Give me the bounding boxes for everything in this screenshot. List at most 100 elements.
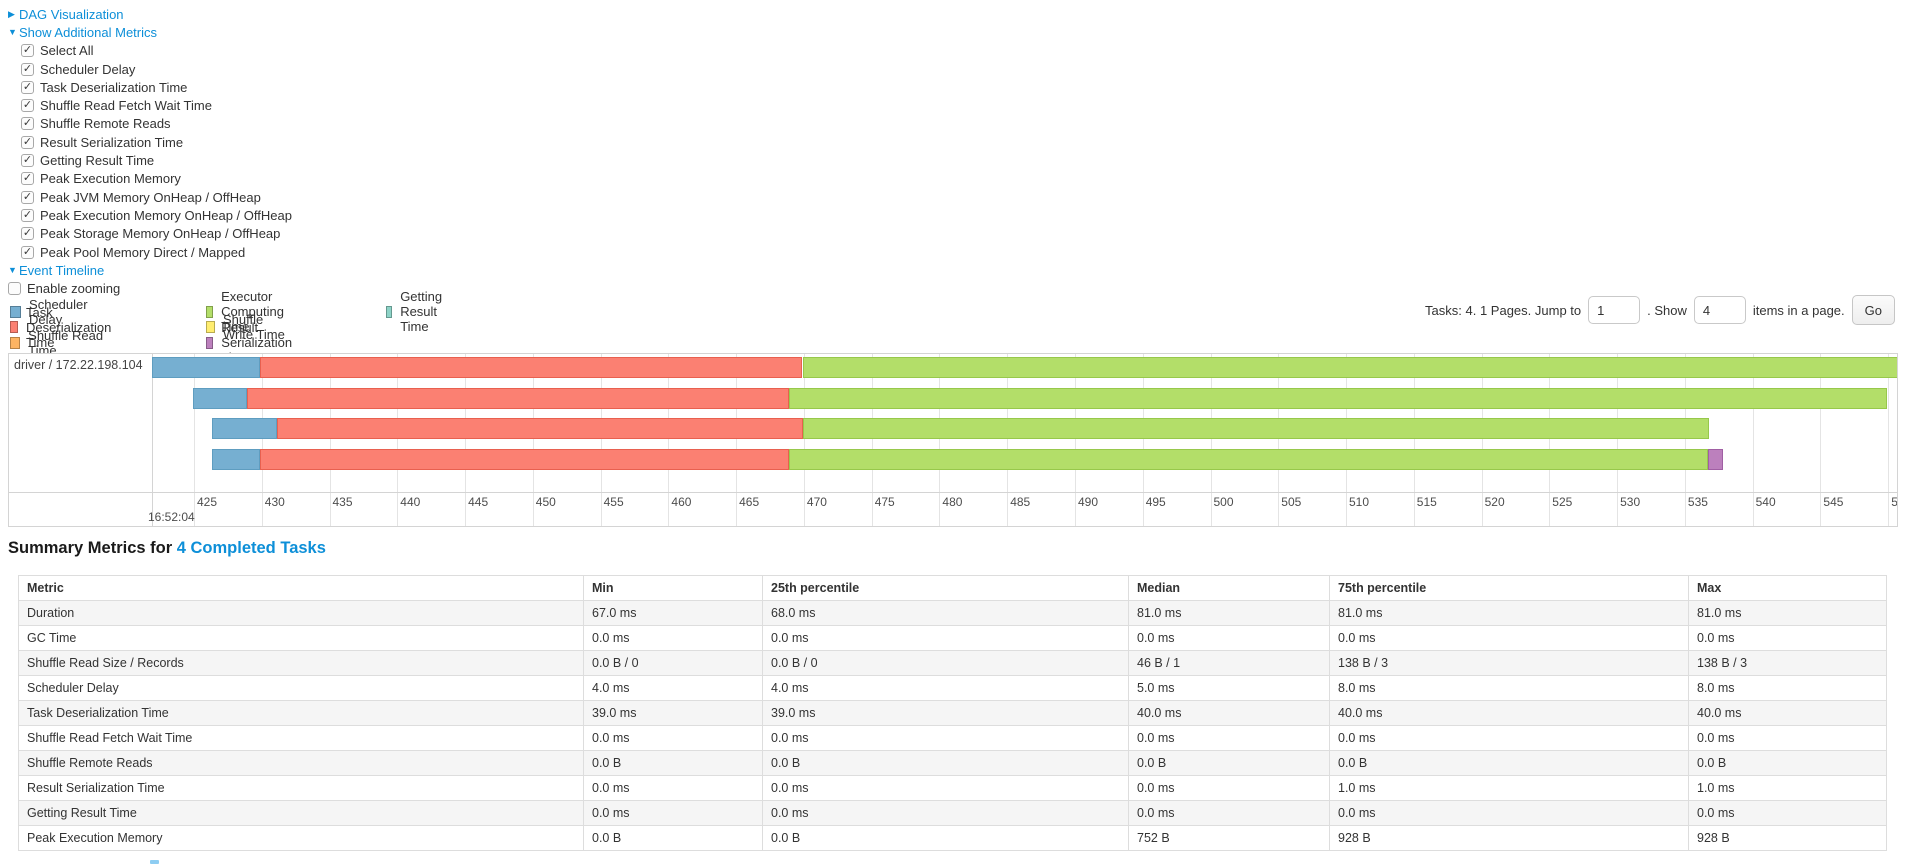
metric-checkbox[interactable]: ✓ (21, 135, 34, 149)
metric-checkbox-row[interactable]: ✓ Scheduler Delay (21, 60, 292, 78)
table-cell: 0.0 B (762, 750, 1129, 776)
task-segment-scheduler-delay[interactable] (211, 448, 261, 470)
metric-checkbox-list: ✓ Select All ✓ Scheduler Delay ✓ Task Deseria… (8, 42, 292, 262)
table-cell: 0.0 ms (762, 775, 1129, 801)
partially-visible-element (150, 860, 159, 864)
metric-checkbox[interactable]: ✓ (21, 245, 34, 259)
task-segment-executor-computing[interactable] (789, 448, 1708, 470)
table-row: Task Deserialization Time 39.0 ms 39.0 ms 4… (18, 700, 1887, 726)
page-size-input[interactable] (1693, 296, 1746, 324)
metric-checkbox-row[interactable]: ✓ Peak Execution Memory OnHeap / OffHeap (21, 206, 292, 224)
table-cell: 46 B / 1 (1128, 650, 1330, 676)
legend-swatch (206, 321, 215, 334)
legend-item: Getting Result Time (386, 289, 448, 334)
dag-visualization-link[interactable]: DAG Visualization (19, 6, 124, 22)
table-cell: 752 B (1128, 825, 1330, 851)
metric-checkbox-row[interactable]: ✓ Select All (21, 42, 292, 60)
timeline-tick-label: 545 (1823, 495, 1844, 509)
jump-to-page-input[interactable] (1588, 296, 1641, 324)
task-segment-scheduler-delay[interactable] (152, 357, 261, 378)
items-per-page-label: items in a page. (1752, 302, 1845, 318)
metric-checkbox[interactable]: ✓ (21, 62, 34, 76)
task-segment-executor-computing[interactable] (802, 357, 1897, 378)
task-segment-task-deserialization[interactable] (260, 448, 789, 470)
task-segment-scheduler-delay[interactable] (192, 387, 247, 409)
metric-checkbox-label: Getting Result Time (40, 153, 155, 169)
metric-checkbox-row[interactable]: ✓ Peak JVM Memory OnHeap / OffHeap (21, 188, 292, 206)
table-cell: 0.0 ms (583, 775, 763, 801)
metric-checkbox-label: Scheduler Delay (40, 61, 136, 77)
table-cell: 0.0 ms (583, 800, 763, 826)
metric-checkbox-row[interactable]: ✓ Task Deserialization Time (21, 78, 292, 96)
metric-checkbox-row[interactable]: ✓ Shuffle Read Fetch Wait Time (21, 96, 292, 114)
table-cell: 0.0 B (1688, 750, 1887, 776)
table-row: GC Time 0.0 ms 0.0 ms 0.0 ms 0.0 ms 0.0 ms (18, 625, 1887, 651)
table-cell: 81.0 ms (1128, 600, 1330, 626)
task-segment-executor-computing[interactable] (789, 387, 1887, 409)
enable-zooming-label: Enable zooming (27, 281, 121, 297)
metric-checkbox[interactable]: ✓ (21, 172, 34, 186)
show-label: . Show (1647, 302, 1687, 318)
table-row: Duration 67.0 ms 68.0 ms 81.0 ms 81.0 ms 81.0… (18, 600, 1887, 626)
timeline-axis-divider (9, 492, 1897, 493)
legend-label: Executor Computing Time (221, 289, 284, 335)
metric-checkbox-row[interactable]: ✓ Peak Storage Memory OnHeap / OffHeap (21, 225, 292, 243)
go-button[interactable]: Go (1851, 295, 1895, 325)
legend-swatch (10, 321, 19, 334)
timeline-axis-major-label: 16:52:04 (148, 510, 195, 524)
metric-checkbox-row[interactable]: ✓ Peak Pool Memory Direct / Mapped (21, 243, 292, 261)
timeline-tick-label: 535 (1687, 495, 1708, 509)
task-segment-scheduler-delay[interactable] (211, 418, 277, 439)
timeline-gridline (939, 354, 941, 526)
table-cell: 1.0 ms (1329, 775, 1689, 801)
timeline-gridline (465, 354, 467, 526)
metric-checkbox[interactable]: ✓ (21, 154, 34, 168)
task-segment-executor-computing[interactable] (802, 418, 1710, 439)
table-cell: 0.0 ms (1688, 800, 1887, 826)
table-cell: 0.0 B / 0 (583, 650, 763, 676)
task-segment-task-deserialization[interactable] (246, 387, 789, 409)
task-segment-result-serialization[interactable] (1707, 448, 1723, 470)
completed-tasks-link[interactable]: 4 Completed Tasks (176, 539, 326, 557)
legend-item: Executor Computing Time (206, 289, 297, 334)
metric-checkbox-row[interactable]: ✓ Shuffle Remote Reads (21, 115, 292, 133)
table-cell: 0.0 B (1329, 750, 1689, 776)
timeline-tick-label: 520 (1484, 495, 1505, 509)
metric-checkbox[interactable]: ✓ (21, 99, 34, 113)
metric-checkbox[interactable]: ✓ (21, 227, 34, 241)
table-cell: 0.0 ms (1688, 725, 1887, 751)
metric-checkbox-row[interactable]: ✓ Getting Result Time (21, 151, 292, 169)
timeline-tick-label: 525 (1552, 495, 1573, 509)
table-cell: 0.0 ms (1128, 775, 1330, 801)
metric-checkbox[interactable]: ✓ (21, 44, 34, 58)
enable-zooming-checkbox[interactable] (8, 282, 21, 296)
table-cell: 0.0 B (583, 750, 763, 776)
summary-metrics-table: Metric Min 25th percentile Median 75th perce… (18, 575, 1887, 851)
metric-checkbox[interactable]: ✓ (21, 117, 34, 131)
metric-checkbox[interactable]: ✓ (21, 80, 34, 94)
table-cell: Result Serialization Time (18, 775, 584, 801)
task-segment-task-deserialization[interactable] (276, 418, 803, 439)
legend-label: Task Deserialization Time (26, 304, 112, 350)
table-row: Getting Result Time 0.0 ms 0.0 ms 0.0 ms 0.0… (18, 800, 1887, 826)
metric-checkbox-row[interactable]: ✓ Result Serialization Time (21, 133, 292, 151)
metric-checkbox-label: Peak Execution Memory OnHeap / OffHeap (40, 207, 292, 223)
table-row: Shuffle Read Size / Records 0.0 B / 0 0.0 … (18, 650, 1887, 676)
metric-checkbox-row[interactable]: ✓ Peak Execution Memory (21, 170, 292, 188)
show-additional-metrics-link[interactable]: Show Additional Metrics (19, 24, 158, 40)
timeline-tick-label: 500 (1213, 495, 1234, 509)
collapsed-arrow-icon: ▶ (8, 8, 15, 19)
dag-visualization-row: ▶ DAG Visualization (8, 5, 292, 23)
event-timeline-link[interactable]: Event Timeline (19, 262, 105, 278)
metric-checkbox[interactable]: ✓ (21, 208, 34, 222)
task-segment-task-deserialization[interactable] (260, 357, 803, 378)
table-cell: Duration (18, 600, 584, 626)
timeline-tick-label: 435 (332, 495, 353, 509)
event-timeline-chart: driver / 172.22.198.104 425 430 435 440 445 4… (8, 353, 1898, 527)
timeline-gridline (1346, 354, 1347, 526)
timeline-tick-label: 480 (942, 495, 963, 509)
legend-item: Result Serialization Time (206, 320, 297, 365)
metric-checkbox[interactable]: ✓ (21, 190, 34, 204)
timeline-gridline (1007, 354, 1009, 526)
